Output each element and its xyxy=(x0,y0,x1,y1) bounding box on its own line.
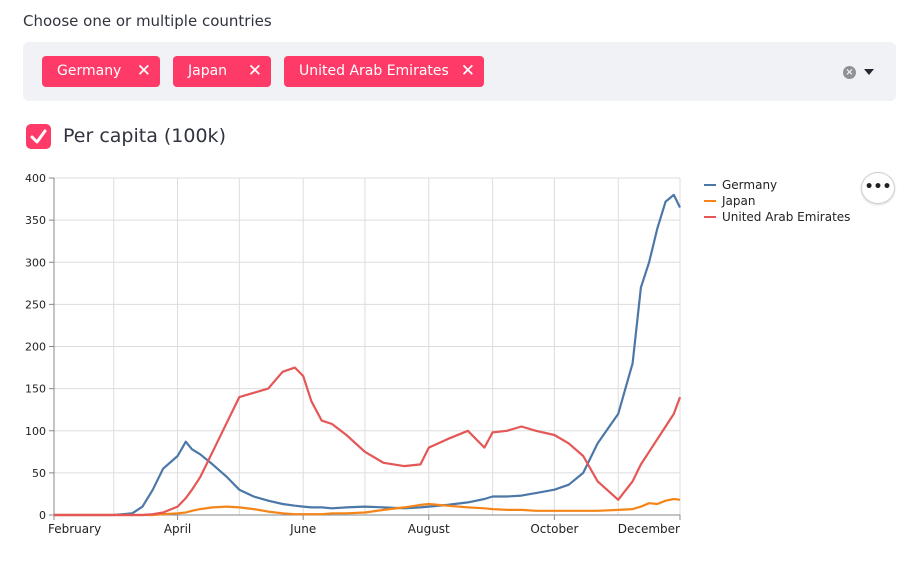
y-tick-label: 300 xyxy=(25,256,46,269)
x-tick-label: February xyxy=(48,522,101,536)
clear-icon[interactable]: × xyxy=(843,66,856,79)
y-tick-label: 50 xyxy=(32,467,46,480)
legend-label: United Arab Emirates xyxy=(722,210,850,224)
y-tick-label: 400 xyxy=(25,172,46,185)
more-horizontal-icon[interactable]: ••• xyxy=(861,172,895,204)
y-tick-label: 150 xyxy=(25,383,46,396)
y-tick-label: 0 xyxy=(39,509,46,522)
chart-container: 0 50 100 150 200 250 300 350 400 February April Jun… xyxy=(0,160,903,557)
tag-japan[interactable]: Japan ✕ xyxy=(173,56,271,87)
remove-tag-icon[interactable]: ✕ xyxy=(136,61,151,81)
y-tick-label: 100 xyxy=(25,425,46,438)
tag-germany[interactable]: Germany ✕ xyxy=(42,56,160,87)
x-tick-label: December xyxy=(618,522,680,536)
tag-united-arab-emirates[interactable]: United Arab Emirates ✕ xyxy=(284,56,484,87)
x-tick-label: June xyxy=(289,522,316,536)
chevron-down-icon[interactable] xyxy=(864,69,874,75)
x-tick-label: August xyxy=(408,522,450,536)
country-select-label: Choose one or multiple countries xyxy=(23,12,272,30)
per-capita-label: Per capita (100k) xyxy=(63,125,226,147)
country-multiselect[interactable]: Germany ✕ Japan ✕ United Arab Emirates ✕… xyxy=(23,42,896,101)
series-line-germany xyxy=(54,193,681,517)
tag-label: Germany xyxy=(57,63,122,79)
tag-label: Japan xyxy=(188,63,228,79)
series-line-united-arab-emirates xyxy=(54,366,682,517)
remove-tag-icon[interactable]: ✕ xyxy=(460,61,475,81)
y-tick-label: 350 xyxy=(25,214,46,227)
x-tick-label: October xyxy=(530,522,578,536)
x-tick-label: April xyxy=(164,522,191,536)
y-tick-label: 250 xyxy=(25,298,46,311)
legend-label: Germany xyxy=(722,178,777,192)
per-capita-checkbox[interactable] xyxy=(26,124,51,149)
checkmark-icon xyxy=(30,129,47,144)
y-tick-label: 200 xyxy=(25,341,46,354)
tag-label: United Arab Emirates xyxy=(299,63,449,79)
remove-tag-icon[interactable]: ✕ xyxy=(247,61,262,81)
legend-label: Japan xyxy=(721,194,755,208)
line-chart: 0 50 100 150 200 250 300 350 400 February April Jun… xyxy=(25,172,850,536)
series-line-japan xyxy=(54,497,681,517)
